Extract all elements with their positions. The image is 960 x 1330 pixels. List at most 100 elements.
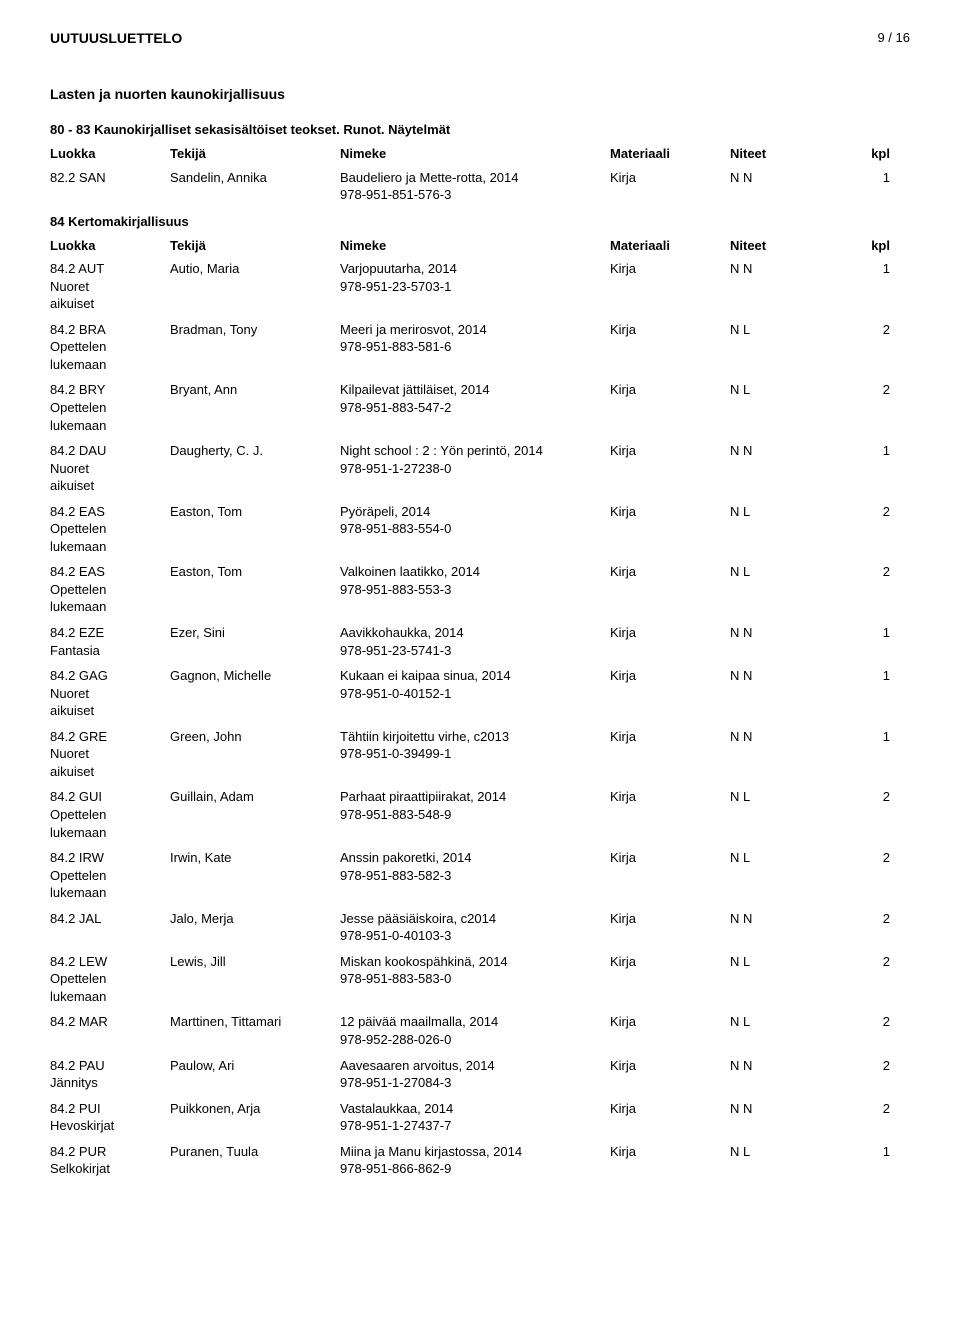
luokka-code: 84.2 BRA [50, 321, 170, 339]
cell-materiaali: Kirja [610, 1100, 730, 1118]
cell-nimeke: Pyöräpeli, 2014978-951-883-554-0 [340, 503, 610, 538]
cell-luokka: 84.2 GRENuoretaikuiset [50, 728, 170, 781]
col-luokka: Luokka [50, 145, 170, 163]
cell-tekija: Daugherty, C. J. [170, 442, 340, 460]
luokka-sub: Opettelen [50, 970, 170, 988]
col-tekija: Tekijä [170, 237, 340, 255]
cell-nimeke: Jesse pääsiäiskoira, c2014978-951-0-4010… [340, 910, 610, 945]
cell-kpl: 2 [840, 1013, 890, 1031]
nimeke-isbn: 978-951-23-5703-1 [340, 278, 610, 296]
nimeke-isbn: 978-951-883-581-6 [340, 338, 610, 356]
luokka-code: 84.2 AUT [50, 260, 170, 278]
cell-luokka: 84.2 EASOpettelenlukemaan [50, 503, 170, 556]
cell-kpl: 2 [840, 788, 890, 806]
nimeke-isbn: 978-951-883-582-3 [340, 867, 610, 885]
luokka-code: 84.2 EAS [50, 503, 170, 521]
nimeke-title: 12 päivää maailmalla, 2014 [340, 1013, 610, 1031]
col-kpl: kpl [840, 237, 890, 255]
cell-niteet: N N [730, 169, 840, 187]
table-row: 84.2 EASOpettelenlukemaanEaston, TomValk… [50, 563, 910, 616]
cell-materiaali: Kirja [610, 624, 730, 642]
cell-nimeke: Anssin pakoretki, 2014978-951-883-582-3 [340, 849, 610, 884]
nimeke-title: Valkoinen laatikko, 2014 [340, 563, 610, 581]
cell-niteet: N L [730, 563, 840, 581]
luokka-sub: lukemaan [50, 824, 170, 842]
col-niteet: Niteet [730, 237, 840, 255]
col-materiaali: Materiaali [610, 145, 730, 163]
luokka-sub: Nuoret [50, 460, 170, 478]
cell-materiaali: Kirja [610, 442, 730, 460]
cell-luokka: 84.2 MAR [50, 1013, 170, 1031]
nimeke-title: Aavesaaren arvoitus, 2014 [340, 1057, 610, 1075]
nimeke-title: Aavikkohaukka, 2014 [340, 624, 610, 642]
luokka-sub: lukemaan [50, 884, 170, 902]
cell-materiaali: Kirja [610, 260, 730, 278]
cell-luokka: 84.2 LEWOpettelenlukemaan [50, 953, 170, 1006]
cell-tekija: Easton, Tom [170, 503, 340, 521]
cell-tekija: Green, John [170, 728, 340, 746]
cell-nimeke: 12 päivää maailmalla, 2014978-952-288-02… [340, 1013, 610, 1048]
luokka-code: 84.2 EZE [50, 624, 170, 642]
cell-tekija: Guillain, Adam [170, 788, 340, 806]
luokka-sub: Jännitys [50, 1074, 170, 1092]
nimeke-isbn: 978-951-883-553-3 [340, 581, 610, 599]
cell-kpl: 1 [840, 1143, 890, 1161]
table-row: 84.2 EASOpettelenlukemaanEaston, TomPyör… [50, 503, 910, 556]
luokka-sub: aikuiset [50, 477, 170, 495]
cell-tekija: Bradman, Tony [170, 321, 340, 339]
cell-niteet: N N [730, 624, 840, 642]
cell-nimeke: Varjopuutarha, 2014978-951-23-5703-1 [340, 260, 610, 295]
cell-nimeke: Kilpailevat jättiläiset, 2014978-951-883… [340, 381, 610, 416]
subsection1-heading: 80 - 83 Kaunokirjalliset sekasisältöiset… [50, 122, 910, 137]
cell-kpl: 2 [840, 953, 890, 971]
table-row: 84.2 DAUNuoretaikuisetDaugherty, C. J.Ni… [50, 442, 910, 495]
cell-luokka: 84.2 BRYOpettelenlukemaan [50, 381, 170, 434]
table-row: 84.2 IRWOpettelenlukemaanIrwin, KateAnss… [50, 849, 910, 902]
luokka-code: 84.2 DAU [50, 442, 170, 460]
table2-header: Luokka Tekijä Nimeke Materiaali Niteet k… [50, 237, 910, 255]
luokka-sub: Opettelen [50, 399, 170, 417]
cell-materiaali: Kirja [610, 321, 730, 339]
cell-tekija: Paulow, Ari [170, 1057, 340, 1075]
col-niteet: Niteet [730, 145, 840, 163]
cell-luokka: 84.2 EASOpettelenlukemaan [50, 563, 170, 616]
table-row: 84.2 GAGNuoretaikuisetGagnon, MichelleKu… [50, 667, 910, 720]
cell-luokka: 84.2 PURSelkokirjat [50, 1143, 170, 1178]
luokka-sub: lukemaan [50, 598, 170, 616]
cell-kpl: 2 [840, 503, 890, 521]
cell-kpl: 1 [840, 169, 890, 187]
cell-luokka: 84.2 BRAOpettelenlukemaan [50, 321, 170, 374]
nimeke-title: Miskan kookospähkinä, 2014 [340, 953, 610, 971]
cell-kpl: 2 [840, 381, 890, 399]
cell-tekija: Irwin, Kate [170, 849, 340, 867]
luokka-sub: Opettelen [50, 806, 170, 824]
cell-materiaali: Kirja [610, 728, 730, 746]
luokka-code: 84.2 LEW [50, 953, 170, 971]
cell-tekija: Marttinen, Tittamari [170, 1013, 340, 1031]
cell-luokka: 84.2 DAUNuoretaikuiset [50, 442, 170, 495]
nimeke-title: Miina ja Manu kirjastossa, 2014 [340, 1143, 610, 1161]
nimeke-title: Varjopuutarha, 2014 [340, 260, 610, 278]
luokka-code: 84.2 PUR [50, 1143, 170, 1161]
cell-luokka: 84.2 PAUJännitys [50, 1057, 170, 1092]
cell-niteet: N L [730, 1143, 840, 1161]
cell-kpl: 2 [840, 321, 890, 339]
cell-niteet: N N [730, 442, 840, 460]
nimeke-title: Kukaan ei kaipaa sinua, 2014 [340, 667, 610, 685]
cell-niteet: N N [730, 667, 840, 685]
luokka-sub: aikuiset [50, 702, 170, 720]
cell-nimeke: Aavikkohaukka, 2014978-951-23-5741-3 [340, 624, 610, 659]
luokka-code: 84.2 GRE [50, 728, 170, 746]
col-luokka: Luokka [50, 237, 170, 255]
nimeke-isbn: 978-951-23-5741-3 [340, 642, 610, 660]
nimeke-isbn: 978-951-0-40103-3 [340, 927, 610, 945]
nimeke-isbn: 978-951-851-576-3 [340, 186, 610, 204]
nimeke-title: Pyöräpeli, 2014 [340, 503, 610, 521]
luokka-sub: Opettelen [50, 581, 170, 599]
cell-niteet: N L [730, 503, 840, 521]
luokka-sub: Opettelen [50, 520, 170, 538]
nimeke-isbn: 978-951-1-27084-3 [340, 1074, 610, 1092]
cell-niteet: N L [730, 849, 840, 867]
cell-materiaali: Kirja [610, 788, 730, 806]
nimeke-isbn: 978-951-883-583-0 [340, 970, 610, 988]
